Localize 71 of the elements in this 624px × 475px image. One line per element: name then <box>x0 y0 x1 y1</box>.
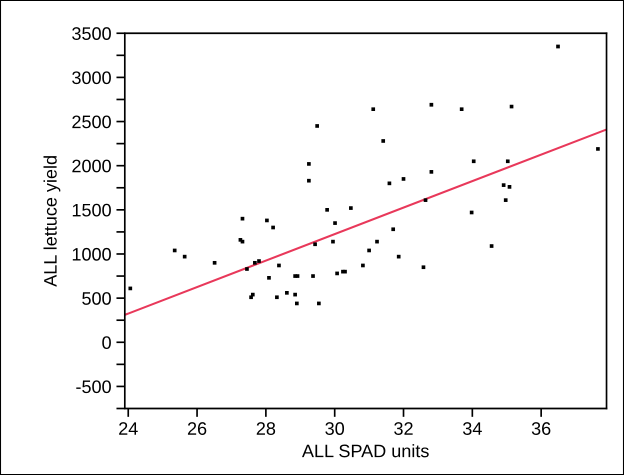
point <box>361 264 365 268</box>
point <box>311 274 315 278</box>
y-tick-label: 500 <box>82 292 111 305</box>
x-tick-label: 28 <box>256 422 276 435</box>
point <box>510 104 514 108</box>
point <box>265 218 269 222</box>
point <box>430 170 434 174</box>
point <box>472 159 476 164</box>
y-tick-label: 0 <box>102 336 111 349</box>
point <box>402 177 406 181</box>
x-tick-label: 32 <box>394 422 413 435</box>
point <box>275 295 279 300</box>
point <box>296 274 300 278</box>
y-tick-label: 3000 <box>72 71 111 84</box>
point <box>506 159 510 164</box>
point <box>313 242 317 246</box>
x-tick-label: 34 <box>462 422 482 435</box>
point <box>470 210 474 214</box>
point <box>331 240 335 244</box>
point <box>277 264 281 268</box>
point <box>371 107 376 112</box>
point <box>315 124 319 128</box>
point <box>504 198 508 202</box>
point <box>295 302 299 306</box>
point <box>182 254 187 258</box>
point <box>307 162 311 166</box>
y-tick-label: 2000 <box>72 160 111 172</box>
point <box>508 185 512 189</box>
x-tick-label: 36 <box>532 422 550 435</box>
point <box>172 248 177 252</box>
point <box>212 260 216 265</box>
point <box>245 267 249 271</box>
x-tick-label: 30 <box>325 422 344 435</box>
y-tick-label: 1000 <box>72 248 111 261</box>
point <box>367 248 371 252</box>
point <box>556 44 560 48</box>
point <box>460 107 464 112</box>
y-tick-label: 3500 <box>72 27 111 40</box>
point <box>396 254 401 258</box>
point <box>317 302 321 306</box>
y-tick-label: 1500 <box>72 204 111 217</box>
x-axis-title: ALL SPAD units <box>302 444 429 458</box>
point <box>391 227 396 232</box>
point <box>381 139 386 143</box>
point <box>293 292 297 296</box>
y-axis-title: ALL lettuce yield <box>44 156 60 287</box>
x-tick-label: 24 <box>119 422 138 435</box>
point <box>267 276 271 280</box>
y-tick-label: -500 <box>76 380 111 394</box>
point <box>257 259 261 263</box>
point <box>375 240 379 244</box>
point <box>335 272 339 276</box>
y-tick-label: 2500 <box>72 115 111 128</box>
point <box>388 182 392 186</box>
point <box>349 206 353 210</box>
point <box>596 147 600 151</box>
point <box>253 260 257 265</box>
point <box>422 265 426 270</box>
point <box>333 221 337 225</box>
point <box>430 102 434 107</box>
point <box>502 183 506 187</box>
point <box>325 208 329 212</box>
point <box>307 178 311 183</box>
point <box>271 226 275 230</box>
point <box>128 286 132 290</box>
x-tick-label: 26 <box>188 422 206 435</box>
point <box>240 216 244 221</box>
point <box>424 198 428 202</box>
point <box>285 290 289 295</box>
point <box>250 292 255 296</box>
point <box>490 244 494 248</box>
